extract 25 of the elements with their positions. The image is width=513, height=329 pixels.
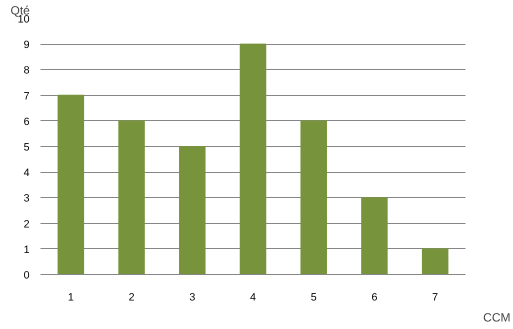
- bar: [300, 120, 327, 274]
- x-tick-label: 6: [371, 292, 378, 304]
- bar: [361, 197, 388, 274]
- x-tick-label: 4: [250, 292, 256, 304]
- bar: [422, 248, 448, 274]
- x-tick-label: 2: [128, 292, 135, 304]
- bar: [240, 44, 266, 274]
- y-tick-label: 1: [24, 244, 30, 256]
- bar: [118, 120, 145, 274]
- y-tick-label: 2: [24, 218, 30, 230]
- bar: [58, 94, 84, 274]
- x-tick-label: 3: [189, 292, 196, 304]
- y-tick-label: 8: [24, 64, 30, 77]
- y-tick-label: 4: [24, 167, 30, 180]
- x-tick-label: 5: [310, 292, 317, 304]
- y-tick-label: 3: [24, 192, 30, 205]
- x-axis-title: CCM: [483, 310, 511, 324]
- y-tick-label: 9: [24, 39, 30, 52]
- x-tick-label: 1: [68, 292, 74, 304]
- y-tick-label: 5: [24, 142, 30, 154]
- y-tick-label: 0: [24, 270, 30, 282]
- y-tick-label: 7: [24, 90, 30, 102]
- y-tick-label: 6: [24, 116, 30, 128]
- bar: [179, 146, 206, 274]
- x-tick-label: 7: [432, 292, 438, 304]
